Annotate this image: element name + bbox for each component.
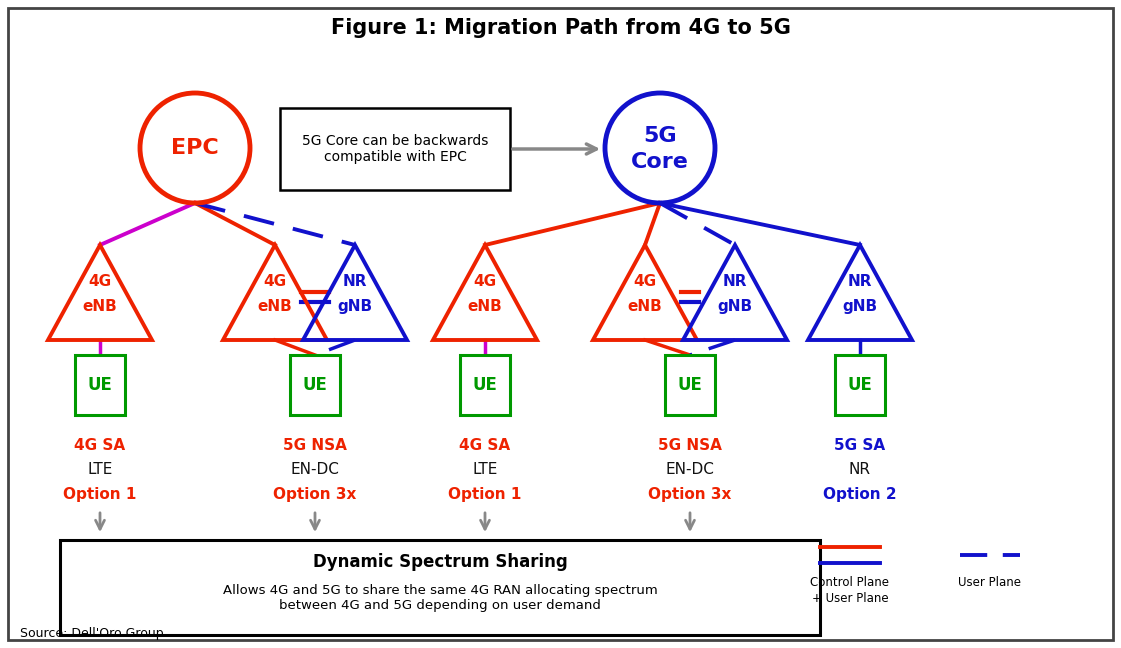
- Text: gNB: gNB: [717, 299, 752, 314]
- Text: NR: NR: [343, 273, 368, 288]
- Text: 4G: 4G: [473, 273, 497, 288]
- Text: Dynamic Spectrum Sharing: Dynamic Spectrum Sharing: [313, 553, 567, 571]
- Text: eNB: eNB: [467, 299, 502, 314]
- Text: Option 2: Option 2: [823, 487, 897, 502]
- FancyBboxPatch shape: [61, 540, 819, 635]
- FancyBboxPatch shape: [75, 355, 126, 415]
- Text: 5G: 5G: [643, 126, 677, 146]
- Text: UE: UE: [473, 376, 498, 394]
- Text: 4G SA: 4G SA: [74, 437, 126, 452]
- Text: 5G NSA: 5G NSA: [658, 437, 722, 452]
- Text: UE: UE: [847, 376, 872, 394]
- Text: UE: UE: [87, 376, 112, 394]
- Text: eNB: eNB: [628, 299, 663, 314]
- Text: UE: UE: [303, 376, 327, 394]
- Text: 4G: 4G: [89, 273, 112, 288]
- Text: Option 3x: Option 3x: [274, 487, 356, 502]
- Text: EPC: EPC: [172, 138, 219, 158]
- Text: UE: UE: [677, 376, 703, 394]
- Text: Core: Core: [631, 152, 689, 172]
- FancyBboxPatch shape: [280, 108, 510, 190]
- FancyBboxPatch shape: [835, 355, 884, 415]
- Text: Figure 1: Migration Path from 4G to 5G: Figure 1: Migration Path from 4G to 5G: [331, 18, 790, 38]
- Text: 4G: 4G: [633, 273, 657, 288]
- Text: 5G SA: 5G SA: [834, 437, 886, 452]
- Text: gNB: gNB: [337, 299, 372, 314]
- FancyBboxPatch shape: [665, 355, 715, 415]
- Text: eNB: eNB: [258, 299, 293, 314]
- Text: Option 1: Option 1: [448, 487, 521, 502]
- Text: Option 1: Option 1: [63, 487, 137, 502]
- Text: gNB: gNB: [843, 299, 878, 314]
- Text: LTE: LTE: [87, 463, 113, 478]
- Text: EN-DC: EN-DC: [290, 463, 340, 478]
- Text: eNB: eNB: [83, 299, 118, 314]
- Text: Control Plane: Control Plane: [810, 577, 889, 590]
- Text: NR: NR: [849, 463, 871, 478]
- Text: 5G Core can be backwards
compatible with EPC: 5G Core can be backwards compatible with…: [302, 134, 488, 164]
- Text: NR: NR: [847, 273, 872, 288]
- Text: Allows 4G and 5G to share the same 4G RAN allocating spectrum
between 4G and 5G : Allows 4G and 5G to share the same 4G RA…: [223, 584, 657, 612]
- FancyBboxPatch shape: [8, 8, 1113, 640]
- Text: User Plane: User Plane: [958, 577, 1021, 590]
- Text: 4G SA: 4G SA: [460, 437, 510, 452]
- Text: Option 3x: Option 3x: [648, 487, 732, 502]
- Text: NR: NR: [723, 273, 748, 288]
- Text: + User Plane: + User Plane: [812, 592, 888, 605]
- Text: Source: Dell'Oro Group: Source: Dell'Oro Group: [20, 627, 164, 640]
- Text: 5G NSA: 5G NSA: [284, 437, 346, 452]
- Text: 4G: 4G: [263, 273, 287, 288]
- Text: EN-DC: EN-DC: [666, 463, 714, 478]
- Text: LTE: LTE: [472, 463, 498, 478]
- FancyBboxPatch shape: [290, 355, 340, 415]
- FancyBboxPatch shape: [460, 355, 510, 415]
